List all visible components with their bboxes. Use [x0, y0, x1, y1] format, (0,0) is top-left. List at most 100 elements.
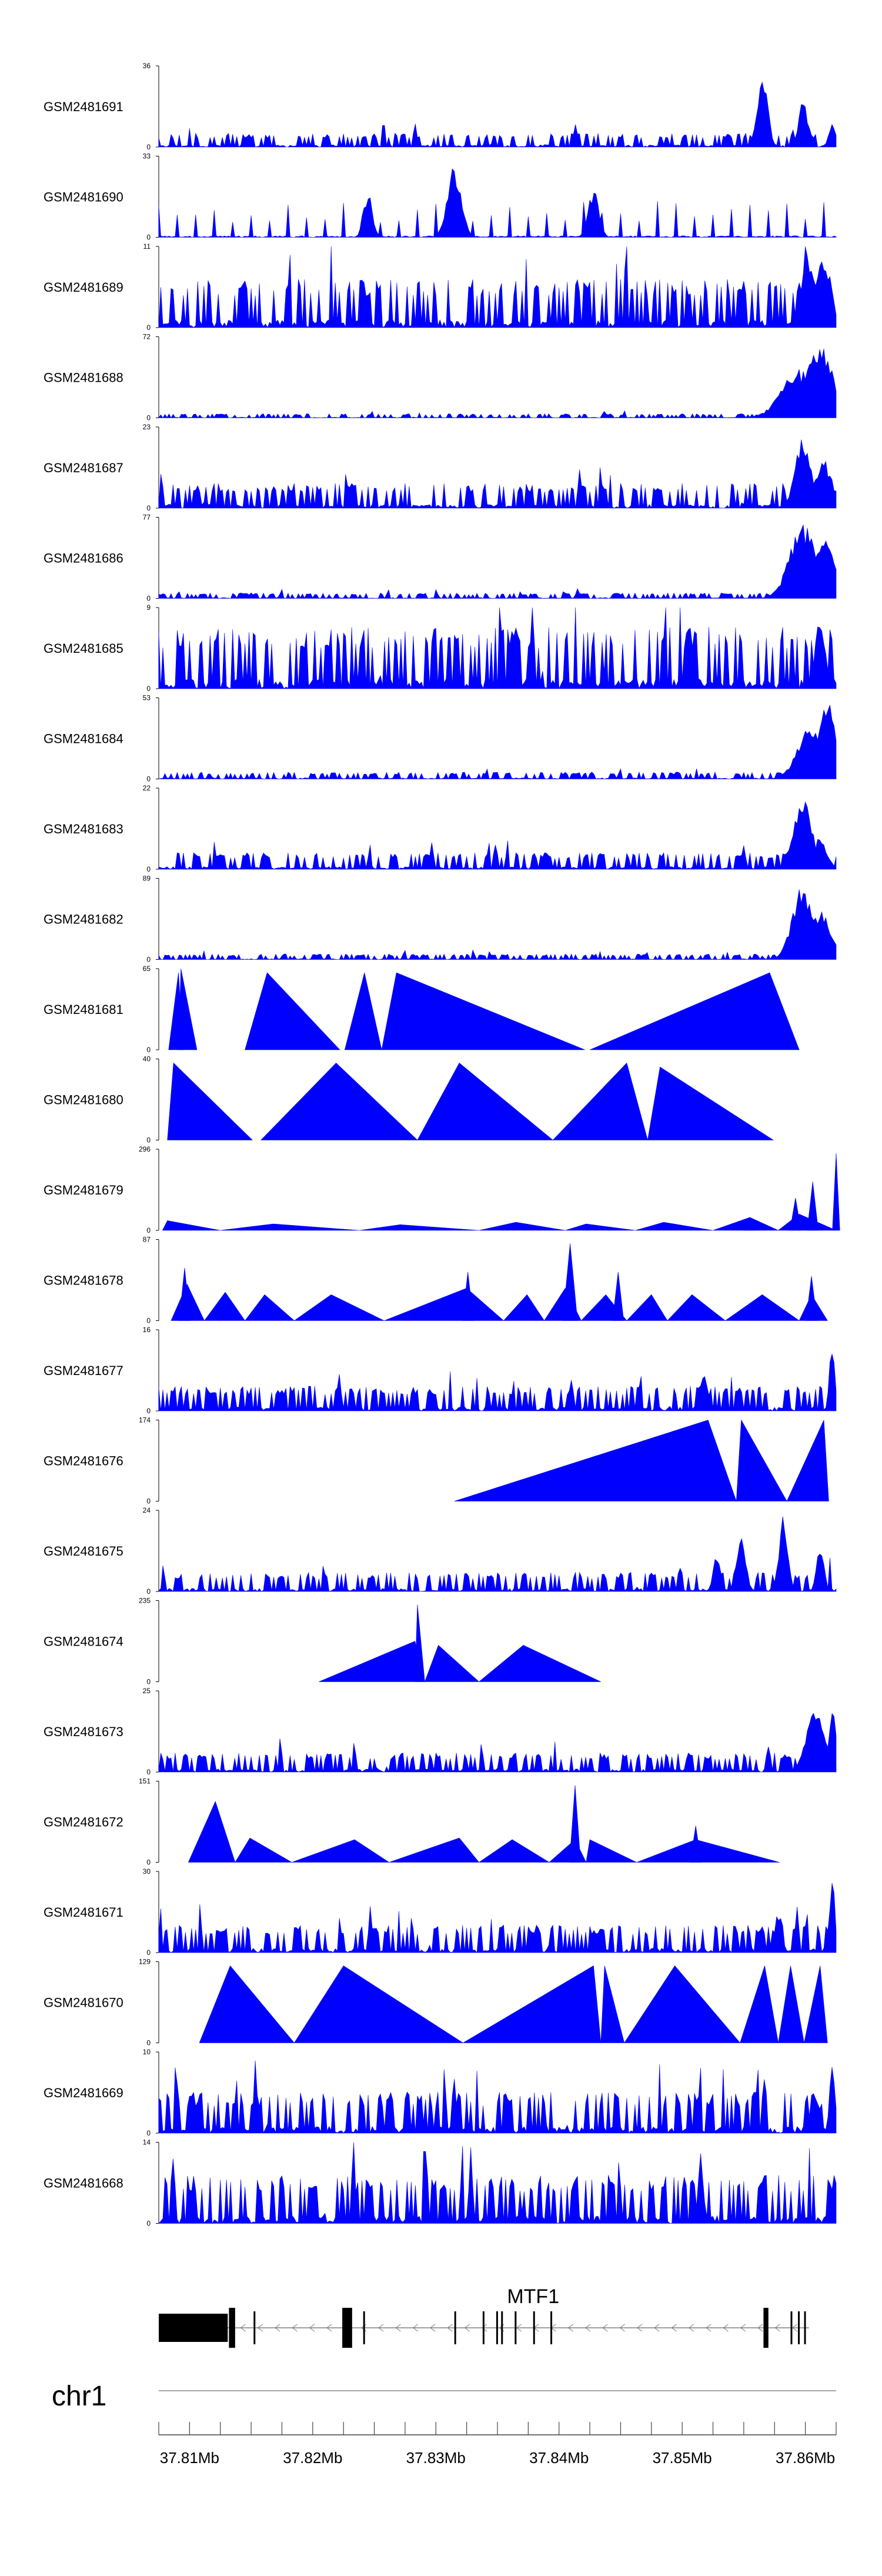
- track-GSM2481691: GSM2481691 36 0: [44, 62, 837, 151]
- track-label: GSM2481691: [44, 99, 123, 114]
- coverage-triangle: [736, 1419, 787, 1501]
- y-axis-max-label: 89: [143, 875, 151, 883]
- y-axis-min-label: 0: [146, 504, 151, 512]
- coverage-triangle: [203, 1292, 246, 1321]
- strand-arrow: [240, 2324, 246, 2332]
- strand-arrow: [516, 2324, 522, 2332]
- coverage-triangle: [740, 1966, 779, 2043]
- coverage-triangle: [589, 972, 800, 1050]
- y-axis-max-label: 235: [139, 1597, 151, 1605]
- x-axis-label: 37.82Mb: [283, 2449, 342, 2467]
- gene-exon: [342, 2308, 352, 2348]
- coverage-triangle: [245, 972, 340, 1050]
- track-GSM2481683: GSM2481683 22 0: [44, 784, 837, 873]
- coverage-area: [158, 1713, 837, 1773]
- coverage-peak: [690, 1826, 701, 1863]
- track-GSM2481675: GSM2481675 24 0: [44, 1506, 837, 1596]
- strand-arrow: [706, 2324, 711, 2332]
- y-axis-min-label: 0: [146, 1768, 151, 1776]
- y-axis-max-label: 24: [143, 1506, 151, 1514]
- track-label: GSM2481678: [44, 1273, 123, 1288]
- coverage-triangle: [777, 1214, 837, 1231]
- strand-arrow: [412, 2324, 418, 2332]
- coverage-triangle: [478, 1839, 550, 1863]
- gene-exon-thin: [533, 2311, 535, 2344]
- track-GSM2481680: GSM2481680 40 0: [44, 1055, 774, 1144]
- y-axis-max-label: 65: [143, 965, 151, 973]
- y-axis-min-label: 0: [146, 2220, 151, 2228]
- track-label: GSM2481674: [44, 1634, 123, 1649]
- track-label: GSM2481671: [44, 1905, 123, 1920]
- coverage-peak: [790, 1197, 801, 1231]
- strand-arrow: [757, 2324, 763, 2332]
- y-axis-min-label: 0: [146, 2039, 151, 2047]
- coverage-triangle: [786, 1420, 829, 1501]
- track-GSM2481669: GSM2481669 10 0: [44, 2048, 837, 2137]
- coverage-area: [158, 801, 837, 870]
- coverage-area: [158, 525, 837, 599]
- track-GSM2481689: GSM2481689 11 0: [44, 242, 837, 332]
- track-GSM2481684: GSM2481684 53 0: [44, 694, 837, 783]
- track-label: GSM2481683: [44, 822, 123, 836]
- coverage-triangle: [389, 1837, 480, 1863]
- track-label: GSM2481669: [44, 2086, 123, 2100]
- coverage-triangle: [293, 1965, 464, 2043]
- y-axis-max-label: 72: [143, 333, 151, 341]
- track-label: GSM2481680: [44, 1093, 123, 1107]
- strand-arrow: [430, 2324, 436, 2332]
- coverage-triangle: [667, 1294, 726, 1321]
- gene-exon-thin: [804, 2311, 806, 2344]
- coverage-triangle: [188, 1801, 236, 1863]
- track-label: GSM2481673: [44, 1724, 123, 1739]
- gene-label: MTF1: [507, 2285, 559, 2308]
- y-axis-max-label: 40: [143, 1055, 151, 1063]
- track-label: GSM2481689: [44, 280, 123, 295]
- coverage-area: [158, 2060, 837, 2134]
- coverage-triangle: [636, 1839, 780, 1863]
- coverage-triangle: [586, 1839, 637, 1863]
- y-axis-max-label: 151: [139, 1777, 151, 1786]
- y-axis-min-label: 0: [146, 1858, 151, 1867]
- y-axis-min-label: 0: [146, 685, 151, 693]
- track-label: GSM2481685: [44, 641, 123, 656]
- coverage-area: [158, 348, 837, 419]
- coverage-triangle: [162, 1220, 220, 1231]
- coverage-area: [158, 889, 837, 960]
- y-axis-max-label: 9: [146, 603, 151, 612]
- y-axis-max-label: 25: [143, 1687, 151, 1695]
- coverage-triangle: [478, 1645, 602, 1682]
- track-GSM2481674: GSM2481674 235 0: [44, 1597, 602, 1686]
- track-GSM2481682: GSM2481682 89 0: [44, 875, 837, 964]
- coverage-peak: [807, 1182, 818, 1231]
- coverage-triangle: [415, 1604, 425, 1682]
- coverage-triangle: [778, 1966, 804, 2043]
- track-label: GSM2481677: [44, 1363, 123, 1378]
- coverage-area: [158, 168, 837, 238]
- coverage-triangle: [462, 1965, 602, 2043]
- gene-utr-block: [159, 2314, 228, 2342]
- coverage-peak: [179, 1267, 191, 1321]
- y-axis-min-label: 0: [146, 323, 151, 332]
- coverage-peak: [832, 1153, 840, 1231]
- gene-exon: [763, 2308, 769, 2348]
- coverage-area: [158, 1354, 837, 1412]
- track-GSM2481668: GSM2481668 14 0: [44, 2138, 837, 2228]
- track-label: GSM2481688: [44, 371, 123, 385]
- y-axis-min-label: 0: [146, 865, 151, 873]
- track-label: GSM2481676: [44, 1454, 123, 1469]
- track-label: GSM2481675: [44, 1544, 123, 1559]
- track-GSM2481671: GSM2481671 30 0: [44, 1867, 837, 1957]
- y-axis-min-label: 0: [146, 1407, 151, 1415]
- coverage-triangle: [381, 972, 585, 1050]
- track-GSM2481690: GSM2481690 33 0: [44, 152, 837, 242]
- gene-exon-thin: [790, 2311, 793, 2344]
- y-axis-min-label: 0: [146, 1136, 151, 1144]
- track-label: GSM2481681: [44, 1002, 123, 1017]
- track-label: GSM2481684: [44, 732, 123, 746]
- coverage-triangle: [199, 1965, 295, 2043]
- strand-arrow: [292, 2324, 298, 2332]
- coverage-triangle: [552, 1062, 648, 1140]
- strand-arrow: [791, 2324, 798, 2332]
- chromosome-label: chr1: [52, 2381, 106, 2412]
- coverage-area: [158, 81, 837, 148]
